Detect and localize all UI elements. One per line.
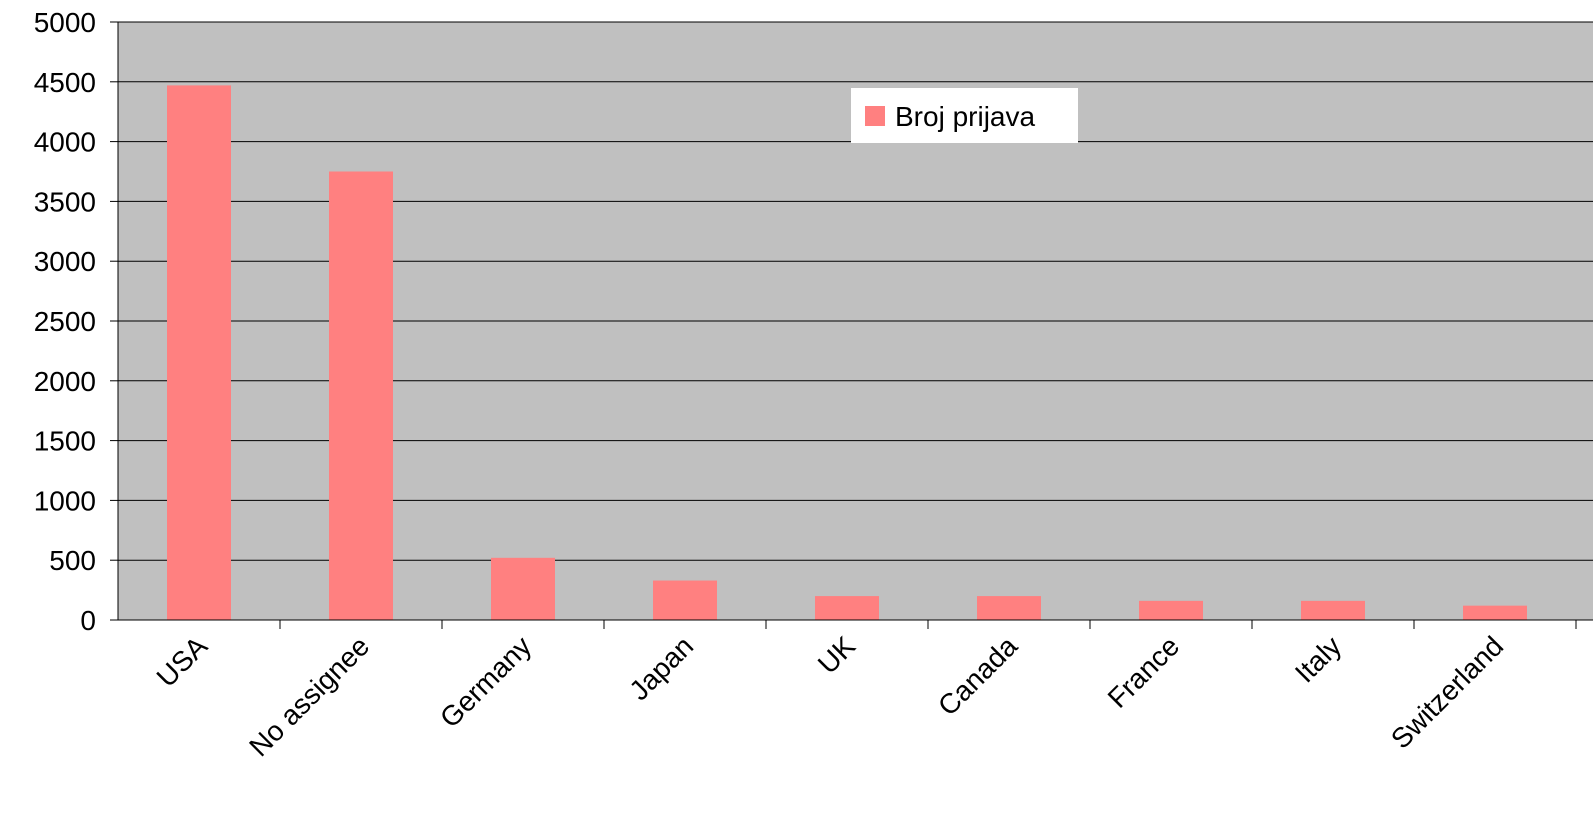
x-tick-label: No assignee (243, 630, 375, 762)
y-tick-label: 3000 (34, 246, 96, 277)
x-tick-label: Switzerland (1385, 630, 1509, 754)
x-tick-label: USA (151, 630, 214, 693)
x-tick-label: UK (812, 630, 862, 680)
legend-label: Broj prijava (895, 101, 1035, 132)
legend-box (851, 88, 1078, 143)
y-tick-label: 4000 (34, 127, 96, 158)
axes (110, 21, 1593, 629)
x-tick-label: France (1102, 630, 1186, 714)
bar (653, 580, 717, 620)
y-tick-label: 2500 (34, 306, 96, 337)
bar (815, 596, 879, 620)
y-tick-label: 0 (80, 605, 96, 636)
bar (977, 596, 1041, 620)
x-tick-label: Canada (932, 630, 1024, 722)
y-tick-label: 500 (49, 545, 96, 576)
y-tick-label: 1000 (34, 485, 96, 516)
bar (1463, 605, 1527, 620)
y-tick-label: 3500 (34, 186, 96, 217)
y-tick-labels: 0 500 1000 1500 2000 2500 3000 3500 4000 4500 5000 (34, 7, 96, 636)
legend: Broj prijava (851, 88, 1078, 143)
x-tick-labels: USA No assignee Germany Japan UK Canada France… (151, 630, 1510, 762)
y-tick-label: 5000 (34, 7, 96, 38)
bars (167, 85, 1527, 620)
legend-swatch (865, 106, 885, 126)
bar (1139, 600, 1203, 620)
x-tick-label: Japan (623, 630, 699, 706)
bar (1301, 600, 1365, 620)
y-tick-label: 2000 (34, 366, 96, 397)
bar (329, 171, 393, 620)
bar (491, 557, 555, 620)
bar (167, 85, 231, 620)
x-tick-label: Germany (434, 630, 537, 733)
y-tick-label: 1500 (34, 426, 96, 457)
x-tick-label: Italy (1289, 630, 1347, 688)
y-tick-label: 4500 (34, 67, 96, 98)
